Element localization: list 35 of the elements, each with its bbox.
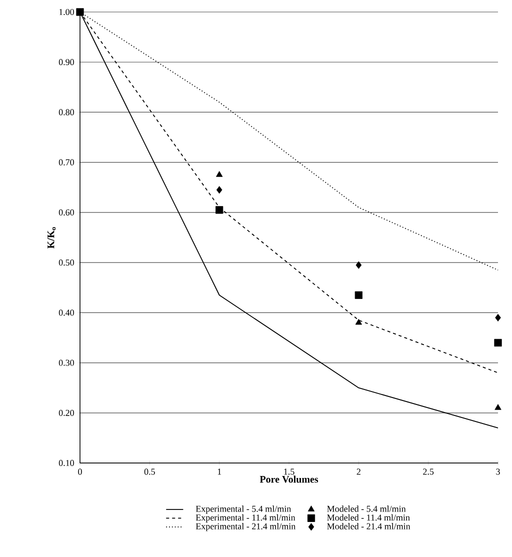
point [76,8,84,16]
point [216,206,224,214]
y-tick-label: 0.80 [58,109,74,116]
point [216,171,223,177]
point [494,338,502,347]
y-tick-label: 0.10 [58,460,74,466]
point [495,314,501,322]
legend-label: Modeled - 11.4 ml/min [327,514,410,521]
x-tick-label: 2.5 [423,468,434,475]
y-tick-label: 0.30 [58,360,74,366]
x-tick-label: 0.5 [144,468,155,475]
y-tick-label: 1.00 [59,8,74,16]
point [355,318,362,325]
legend-label: Experimental - 21.4 ml/min [196,523,296,532]
point [494,404,502,410]
x-tick-label: 0 [78,468,82,475]
y-tick-label: 0.40 [58,310,74,316]
point [356,261,362,269]
y-tick-label: 0.90 [58,59,74,66]
y-tick-label: 0.60 [58,209,74,216]
legend-label: Experimental - 5.4 ml/min [196,506,292,514]
x-tick-label: 1.5 [284,468,294,475]
x-tick-label: 3 [496,468,500,475]
y-tick-label: 0.70 [58,159,74,166]
x-tick-label: 2 [356,468,360,475]
legend-label: Modeled - 21.4 ml/min [327,523,410,530]
point [354,291,362,299]
y-axis-title: K/K$_{o}$ [48,227,56,248]
legend-label: Experimental - 11.4 ml/min [196,514,296,522]
y-tick-label: 0.20 [58,410,74,416]
x-axis-title: Pore Volumes [260,476,318,483]
y-tick-label: 0.50 [58,259,74,266]
legend-label: Modeled - 5.4 ml/min [327,506,406,512]
point [216,186,222,194]
x-tick-label: 1 [218,468,222,475]
